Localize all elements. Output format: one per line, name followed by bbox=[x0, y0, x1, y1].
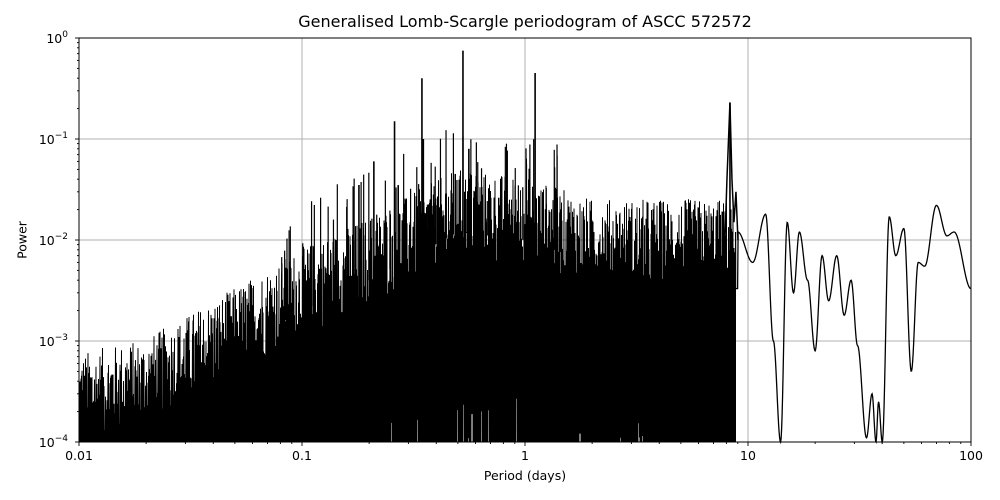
axis-ticks bbox=[75, 37, 972, 446]
x-tick-label: 0.01 bbox=[65, 448, 93, 463]
x-tick-label: 100 bbox=[959, 448, 983, 463]
y-tick-label: 10−2 bbox=[38, 232, 68, 248]
x-tick-label: 1 bbox=[521, 448, 529, 463]
y-tick-label: 10−1 bbox=[38, 131, 68, 147]
x-axis-label: Period (days) bbox=[483, 468, 567, 483]
y-tick-label: 10−4 bbox=[38, 434, 68, 450]
x-tick-label: 0.1 bbox=[292, 448, 312, 463]
chart-title: Generalised Lomb-Scargle periodogram of … bbox=[298, 12, 752, 31]
periodogram-curve bbox=[78, 50, 971, 445]
y-axis-label: Power bbox=[14, 221, 30, 259]
y-tick-label: 10−3 bbox=[38, 333, 68, 349]
x-tick-label: 10 bbox=[740, 448, 756, 463]
y-tick-label: 100 bbox=[46, 30, 68, 46]
